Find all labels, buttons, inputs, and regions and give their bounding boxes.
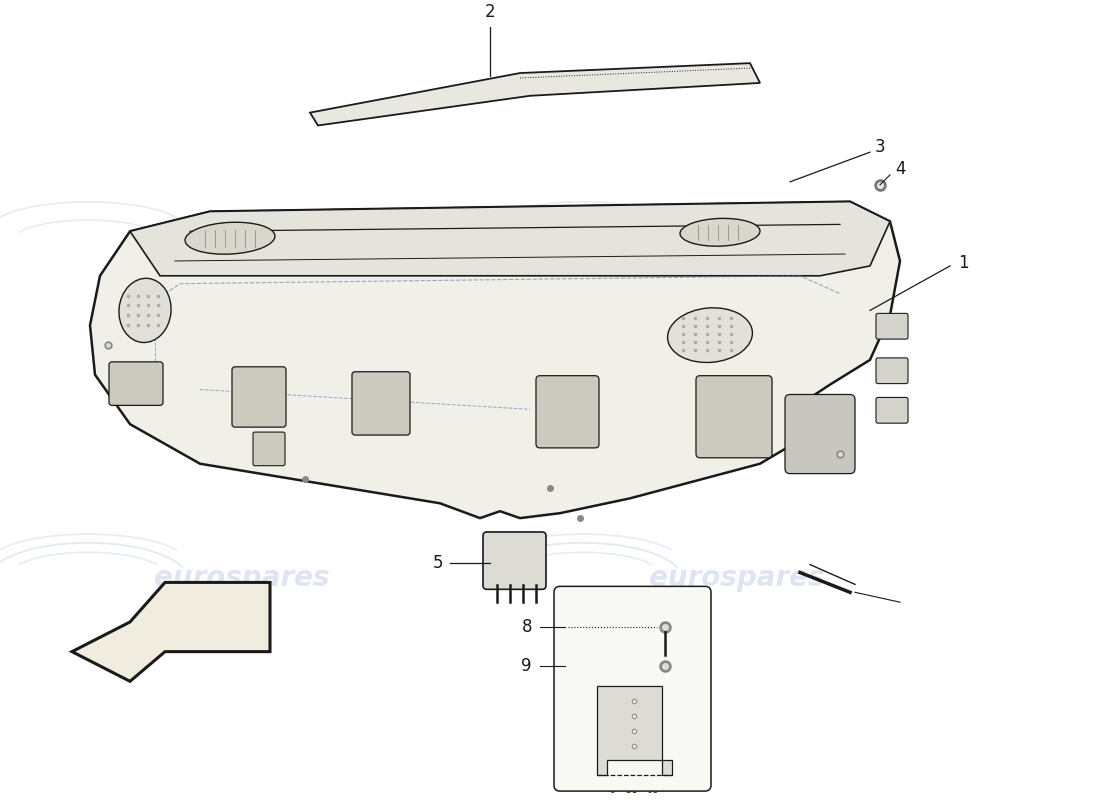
Polygon shape [72, 582, 270, 682]
FancyBboxPatch shape [109, 362, 163, 406]
FancyBboxPatch shape [696, 376, 772, 458]
Ellipse shape [680, 218, 760, 246]
FancyBboxPatch shape [785, 394, 855, 474]
Text: 4: 4 [895, 160, 905, 178]
Ellipse shape [668, 308, 752, 362]
FancyBboxPatch shape [876, 314, 907, 339]
Polygon shape [597, 686, 672, 775]
Polygon shape [90, 202, 900, 518]
Text: eurospares: eurospares [154, 565, 330, 593]
Polygon shape [130, 202, 890, 276]
FancyBboxPatch shape [483, 532, 546, 590]
Text: eurospares: eurospares [154, 232, 330, 260]
Text: 2: 2 [485, 2, 495, 21]
Text: 0  31  95: 0 31 95 [609, 786, 658, 795]
FancyBboxPatch shape [536, 376, 600, 448]
FancyBboxPatch shape [876, 398, 907, 423]
FancyBboxPatch shape [554, 586, 711, 791]
FancyBboxPatch shape [253, 432, 285, 466]
Text: 3: 3 [874, 138, 886, 156]
Text: 8: 8 [521, 618, 532, 636]
Polygon shape [310, 63, 760, 126]
Ellipse shape [119, 278, 172, 342]
Ellipse shape [185, 222, 275, 254]
Text: 5: 5 [432, 554, 443, 572]
FancyBboxPatch shape [876, 358, 907, 384]
FancyBboxPatch shape [232, 366, 286, 427]
Text: eurospares: eurospares [649, 565, 825, 593]
Text: 1: 1 [958, 254, 969, 272]
Text: eurospares: eurospares [649, 232, 825, 260]
FancyBboxPatch shape [352, 372, 410, 435]
Text: 9: 9 [521, 658, 532, 675]
